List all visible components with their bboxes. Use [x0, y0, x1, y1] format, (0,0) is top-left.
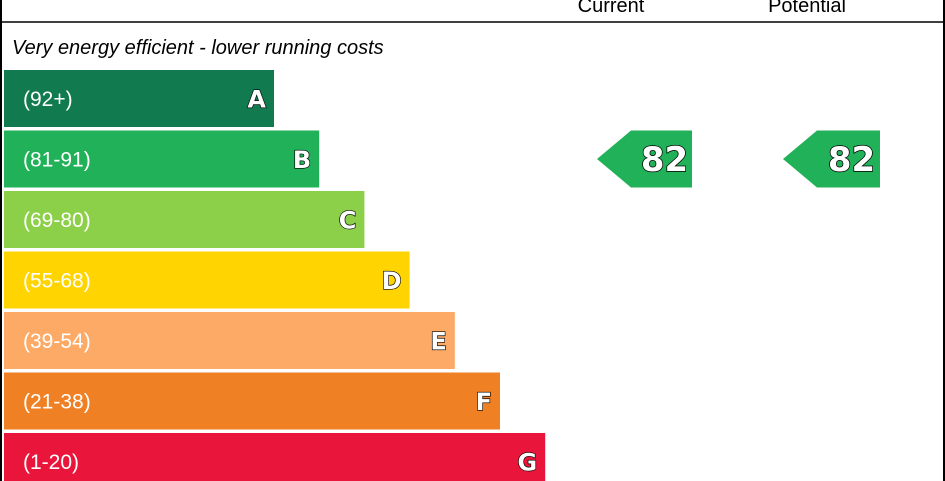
band-d-range: (55-68)	[23, 270, 91, 293]
band-e-letter: E	[430, 328, 446, 356]
band-d-letter: D	[382, 267, 402, 295]
band-a-bar	[4, 70, 274, 127]
band-f-bar	[4, 372, 500, 430]
band-f-range: (21-38)	[23, 391, 91, 414]
potential-column-header: Potential	[768, 0, 846, 17]
band-g-bar	[4, 433, 546, 481]
band-a-letter: A	[247, 86, 266, 114]
band-g-range: (1-20)	[23, 451, 79, 474]
band-e-bar	[4, 312, 455, 369]
band-g-letter: G	[517, 449, 537, 477]
potential-rating-arrow	[783, 130, 880, 188]
band-b-bar	[4, 130, 320, 188]
band-b-range: (81-91)	[23, 149, 91, 172]
band-b-letter: B	[293, 146, 311, 174]
current-rating-value: 82	[641, 140, 688, 180]
band-a-range: (92+)	[23, 88, 73, 111]
band-c-bar	[4, 191, 365, 248]
current-column-header: Current	[578, 0, 645, 17]
band-d-bar	[4, 251, 410, 309]
band-c-letter: C	[339, 207, 357, 235]
current-rating-arrow	[597, 130, 692, 188]
potential-rating-value: 82	[828, 140, 875, 180]
band-e-range: (39-54)	[23, 330, 91, 353]
rating-indicators: 82 82	[597, 130, 880, 188]
band-f-letter: F	[476, 388, 492, 416]
band-c-range: (69-80)	[23, 209, 91, 232]
rating-bands: (92+) A (81-91) B (69-80) C (55-68) D (39-54) E (2…	[4, 70, 546, 481]
caption-efficient: Very energy efficient - lower running co…	[12, 37, 384, 59]
